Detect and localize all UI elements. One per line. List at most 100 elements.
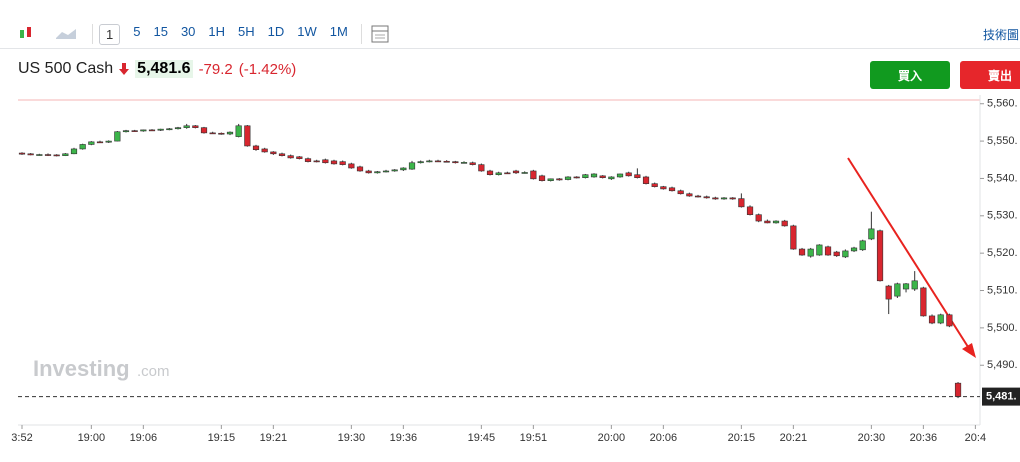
candle-body — [192, 125, 199, 128]
buy-button[interactable]: 買入 — [870, 61, 950, 89]
candle-body — [36, 154, 43, 156]
candle-body — [131, 130, 138, 132]
candle-body — [296, 156, 303, 159]
interval-option[interactable]: 30 — [180, 23, 196, 39]
candle-body — [755, 214, 762, 222]
candle-body — [625, 172, 632, 177]
x-tick-label: 3:52 — [11, 432, 32, 444]
candle-body — [322, 159, 329, 164]
candle-body — [469, 162, 476, 165]
candle-body — [226, 131, 234, 135]
interval-option[interactable]: 1M — [329, 23, 348, 39]
y-tick-label: 5,530. — [987, 210, 1018, 222]
candle-body — [88, 141, 95, 145]
candle-body — [556, 178, 563, 181]
x-tick-label: 20:06 — [650, 432, 678, 444]
y-tick-label: 5,520. — [987, 247, 1018, 259]
candle-body — [27, 153, 34, 156]
candle-body — [564, 176, 572, 180]
candle-body — [114, 131, 121, 142]
candle-body — [400, 167, 407, 171]
candle-body — [478, 164, 485, 172]
candle-body — [261, 148, 268, 153]
y-tick-label: 5,560. — [987, 98, 1018, 110]
candle-body — [278, 153, 286, 156]
candle-body — [122, 130, 130, 133]
arrow-head — [962, 343, 976, 358]
x-tick-label: 19:51 — [520, 432, 548, 444]
candle-body — [235, 125, 242, 137]
x-tick-label: 19:30 — [338, 432, 366, 444]
candle-body — [157, 128, 164, 131]
change-pct: (-1.42%) — [238, 60, 297, 78]
y-tick-label: 5,540. — [987, 172, 1018, 184]
candle-body — [244, 125, 251, 147]
candle-body — [946, 314, 953, 327]
intervals: 1 5 15 30 1H 5H 1D 1W 1M — [99, 23, 361, 45]
candle-body — [816, 244, 823, 256]
x-tick-label: 20:15 — [728, 432, 756, 444]
candle-body — [356, 166, 364, 172]
y-tick-label: 5,490. — [987, 359, 1018, 371]
watermark-suffix: .com — [137, 363, 170, 380]
chart-type-icons[interactable] — [16, 24, 86, 44]
candle-body — [738, 198, 745, 208]
candle-body — [868, 228, 875, 240]
candle-body — [252, 145, 260, 150]
x-tick-label: 20:21 — [780, 432, 808, 444]
candle-body — [218, 132, 225, 135]
candle-body — [547, 178, 554, 181]
interval-option[interactable]: 1H — [208, 23, 226, 39]
tech-link[interactable]: 技術圖 — [983, 28, 1020, 42]
candle-body — [824, 246, 832, 256]
candle-body — [842, 250, 849, 258]
interval-option[interactable]: 1 — [99, 23, 121, 45]
candle-body — [166, 128, 173, 131]
interval-option[interactable]: 5H — [238, 23, 255, 39]
candle-body — [729, 197, 736, 200]
interval-option[interactable]: 15 — [153, 23, 168, 39]
candle-body — [894, 283, 901, 297]
interval-option[interactable]: 5 — [133, 23, 141, 39]
sell-button[interactable]: 賣出 — [960, 61, 1020, 89]
x-tick-label: 20:30 — [858, 432, 886, 444]
candle-body — [443, 160, 450, 163]
candle-body — [18, 152, 26, 155]
x-tick-label: 20:36 — [910, 432, 938, 444]
candle-body — [105, 140, 112, 143]
candle-body — [790, 225, 797, 250]
divider — [0, 48, 1020, 49]
candle-body — [62, 153, 69, 156]
candle-body — [954, 382, 962, 397]
candle-body — [911, 280, 918, 290]
candle-body — [538, 175, 546, 181]
interval-option[interactable]: 1D — [267, 23, 285, 39]
candle-body — [200, 127, 208, 134]
table-icon[interactable] — [370, 24, 390, 44]
y-tick-label: 5,500. — [987, 322, 1018, 334]
quote-header: US 500 Cash 5,481.6 -79.2 (-1.42%) — [18, 60, 296, 78]
candle-body — [530, 170, 537, 180]
candle-body — [686, 193, 693, 197]
interval-option[interactable]: 1W — [297, 23, 317, 39]
candle-body — [504, 172, 511, 175]
x-tick-label: 19:36 — [390, 432, 418, 444]
candle-body — [660, 186, 667, 190]
last-price-label: 5,481. — [986, 391, 1017, 403]
candle-body — [512, 170, 520, 174]
candle-body — [677, 190, 684, 195]
price: 5,481.6 — [135, 60, 193, 78]
candle-body — [382, 170, 390, 173]
candle-body — [928, 315, 936, 324]
candle-body — [374, 171, 381, 174]
x-tick-label: 19:00 — [78, 432, 106, 444]
candle-body — [209, 132, 216, 135]
candle-body — [772, 220, 780, 224]
candle-body — [391, 169, 398, 172]
candle-body — [764, 220, 771, 224]
candle-body — [694, 195, 702, 198]
candle-body — [833, 251, 840, 257]
candle-body — [616, 173, 624, 178]
